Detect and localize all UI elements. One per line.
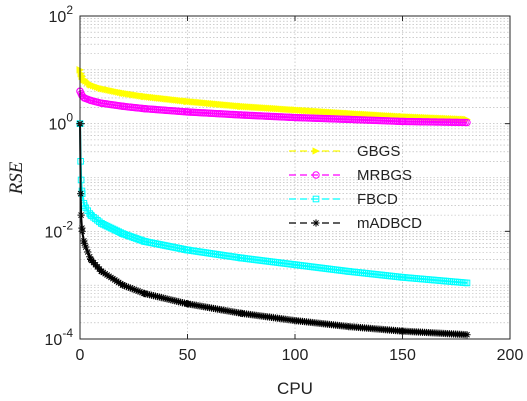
y-tick-label: 100 xyxy=(49,111,74,134)
legend-item-gbgs: GBGS xyxy=(289,143,400,160)
y-tick-label: 10-4 xyxy=(45,326,74,349)
series-marker-mrbgs xyxy=(445,118,454,126)
x-tick-label: 0 xyxy=(76,347,85,364)
series-marker-mrbgs xyxy=(405,117,413,126)
series-marker-mrbgs xyxy=(436,118,444,126)
series-marker-mrbgs xyxy=(451,118,460,127)
data-point-madbcd xyxy=(77,190,85,198)
series-marker-mrbgs xyxy=(428,118,436,126)
series-marker-fbcd xyxy=(86,210,93,217)
legend-label-madbcd: mADBCD xyxy=(357,215,422,232)
x-tick-label: 200 xyxy=(497,347,524,364)
legend-label-gbgs: GBGS xyxy=(357,143,400,160)
data-point-madbcd xyxy=(77,211,85,219)
series-marker-mrbgs xyxy=(432,118,440,126)
axis-ticks xyxy=(79,15,511,340)
series-marker-mrbgs xyxy=(449,118,458,126)
series-marker-mrbgs xyxy=(443,118,452,126)
series-marker-mrbgs xyxy=(418,118,427,126)
series-marker-mrbgs xyxy=(403,117,411,126)
series-gbgs xyxy=(76,66,471,124)
legend-label-fbcd: FBCD xyxy=(357,191,398,208)
series-marker-mrbgs xyxy=(414,118,423,126)
series-marker-mrbgs xyxy=(455,118,463,127)
series-marker-fbcd xyxy=(461,279,469,287)
series-marker-mrbgs xyxy=(440,118,448,126)
series-madbcd xyxy=(76,120,471,339)
series-marker-mrbgs xyxy=(447,118,456,126)
y-tick-label: 102 xyxy=(49,3,74,26)
x-tick-label: 150 xyxy=(389,347,416,364)
x-tick-label: 100 xyxy=(282,347,309,364)
series-marker-mrbgs xyxy=(409,117,417,126)
y-tick-label: 10-2 xyxy=(45,218,74,241)
legend-item-fbcd: FBCD xyxy=(289,191,398,208)
tick-labels: 0 50 100 150 200 102 100 10-2 10-4 xyxy=(45,3,524,364)
series-marker-mrbgs xyxy=(422,118,431,126)
legend-label-mrbgs: MRBGS xyxy=(357,167,412,184)
series-marker-mrbgs xyxy=(420,118,429,126)
series-marker-madbcd xyxy=(78,224,86,232)
series-marker-madbcd xyxy=(461,331,469,339)
series-marker-mrbgs xyxy=(434,118,442,126)
series-marker-mrbgs xyxy=(416,118,425,126)
legend-marker-madbcd xyxy=(312,219,320,227)
series-marker-mrbgs xyxy=(412,117,421,126)
series-marker-mrbgs xyxy=(457,118,465,127)
series-marker-mrbgs xyxy=(399,117,407,126)
legend: GBGS MRBGS FBCD mADBCD xyxy=(289,143,422,232)
series-marker-madbcd xyxy=(80,237,88,245)
series-marker-mrbgs xyxy=(442,118,450,126)
series-marker-mrbgs xyxy=(424,118,432,126)
legend-item-madbcd: mADBCD xyxy=(289,215,422,232)
x-tick-label: 50 xyxy=(179,347,197,364)
series-mrbgs xyxy=(76,87,471,127)
legend-marker-fbcd xyxy=(312,195,320,203)
series-marker-mrbgs xyxy=(407,117,415,126)
data-point-mrbgs xyxy=(463,118,471,127)
legend-marker-mrbgs xyxy=(312,171,320,179)
series-marker-mrbgs xyxy=(459,118,467,127)
series-marker-mrbgs xyxy=(430,118,438,126)
series-layer xyxy=(76,66,471,339)
legend-item-mrbgs: MRBGS xyxy=(289,167,412,184)
series-marker-mrbgs xyxy=(438,118,446,126)
legend-marker-gbgs xyxy=(312,147,320,155)
series-marker-mrbgs xyxy=(401,117,409,126)
series-marker-mrbgs xyxy=(461,118,469,127)
x-axis-label: CPU xyxy=(277,379,313,398)
series-marker-mrbgs xyxy=(411,117,419,126)
y-axis-label: RSE xyxy=(6,161,27,195)
series-marker-mrbgs xyxy=(426,118,434,126)
series-marker-mrbgs xyxy=(453,118,462,127)
